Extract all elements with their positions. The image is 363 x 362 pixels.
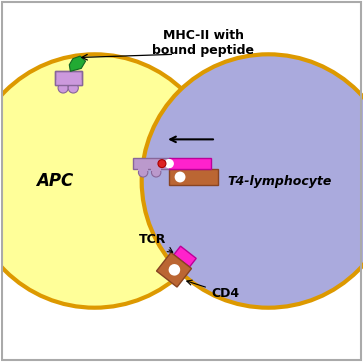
Circle shape xyxy=(168,264,180,275)
FancyBboxPatch shape xyxy=(169,158,211,169)
FancyBboxPatch shape xyxy=(55,71,82,85)
Circle shape xyxy=(138,168,148,177)
FancyBboxPatch shape xyxy=(55,80,82,86)
Text: CD4: CD4 xyxy=(187,280,239,300)
FancyBboxPatch shape xyxy=(156,252,192,287)
FancyBboxPatch shape xyxy=(169,169,218,185)
Circle shape xyxy=(0,54,221,308)
Text: TCR: TCR xyxy=(139,232,173,252)
Circle shape xyxy=(164,159,174,168)
Text: MHC-II with
bound peptide: MHC-II with bound peptide xyxy=(152,29,254,58)
Circle shape xyxy=(158,160,166,168)
Circle shape xyxy=(175,172,185,182)
Circle shape xyxy=(68,83,78,93)
FancyBboxPatch shape xyxy=(133,158,170,169)
Text: T4-lymphocyte: T4-lymphocyte xyxy=(227,174,331,188)
FancyBboxPatch shape xyxy=(151,167,161,171)
FancyBboxPatch shape xyxy=(174,246,196,267)
Circle shape xyxy=(151,168,161,177)
Circle shape xyxy=(142,54,363,308)
FancyBboxPatch shape xyxy=(138,167,148,171)
Circle shape xyxy=(58,83,68,93)
Polygon shape xyxy=(69,56,86,71)
Text: APC: APC xyxy=(36,172,73,190)
